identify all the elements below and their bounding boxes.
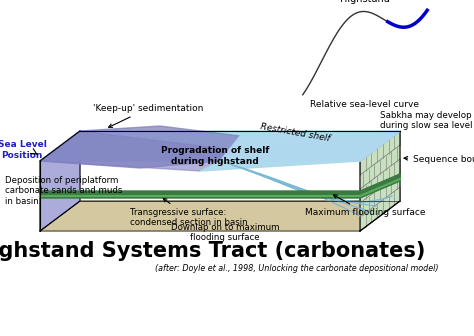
Polygon shape [40,131,240,171]
Text: Sequence boundary: Sequence boundary [404,156,474,165]
Text: 'Keep-up' sedimentation: 'Keep-up' sedimentation [93,104,203,127]
Polygon shape [40,174,400,198]
Text: Sea Level
Position: Sea Level Position [0,140,46,160]
Polygon shape [200,131,400,171]
Polygon shape [220,131,400,161]
Polygon shape [40,126,240,168]
Text: Deposition of periplatform
carbonate sands and muds
in basin.: Deposition of periplatform carbonate san… [5,176,122,206]
Title: Highstand: Highstand [340,0,390,4]
Text: (after: Doyle et al., 1998, Unlocking the carbonate depositional model): (after: Doyle et al., 1998, Unlocking th… [155,264,438,273]
Text: Downlap on to maximum
flooding surface: Downlap on to maximum flooding surface [171,223,279,242]
Polygon shape [40,131,80,231]
Text: Sabkha may develop on shelf
during slow sea level rise: Sabkha may develop on shelf during slow … [380,111,474,130]
Text: Relative sea-level curve: Relative sea-level curve [310,100,419,109]
Polygon shape [360,131,400,231]
Text: Progradation of shelf
during highstand: Progradation of shelf during highstand [161,146,269,166]
Text: Highstand Systems Tract (carbonates): Highstand Systems Tract (carbonates) [0,241,426,261]
Text: Maximum flooding surface: Maximum flooding surface [305,195,426,217]
Polygon shape [40,131,400,161]
Text: Restricted shelf: Restricted shelf [259,122,330,143]
Polygon shape [40,201,400,231]
Text: Transgressive surface:
condensed section in basin: Transgressive surface: condensed section… [130,199,247,227]
